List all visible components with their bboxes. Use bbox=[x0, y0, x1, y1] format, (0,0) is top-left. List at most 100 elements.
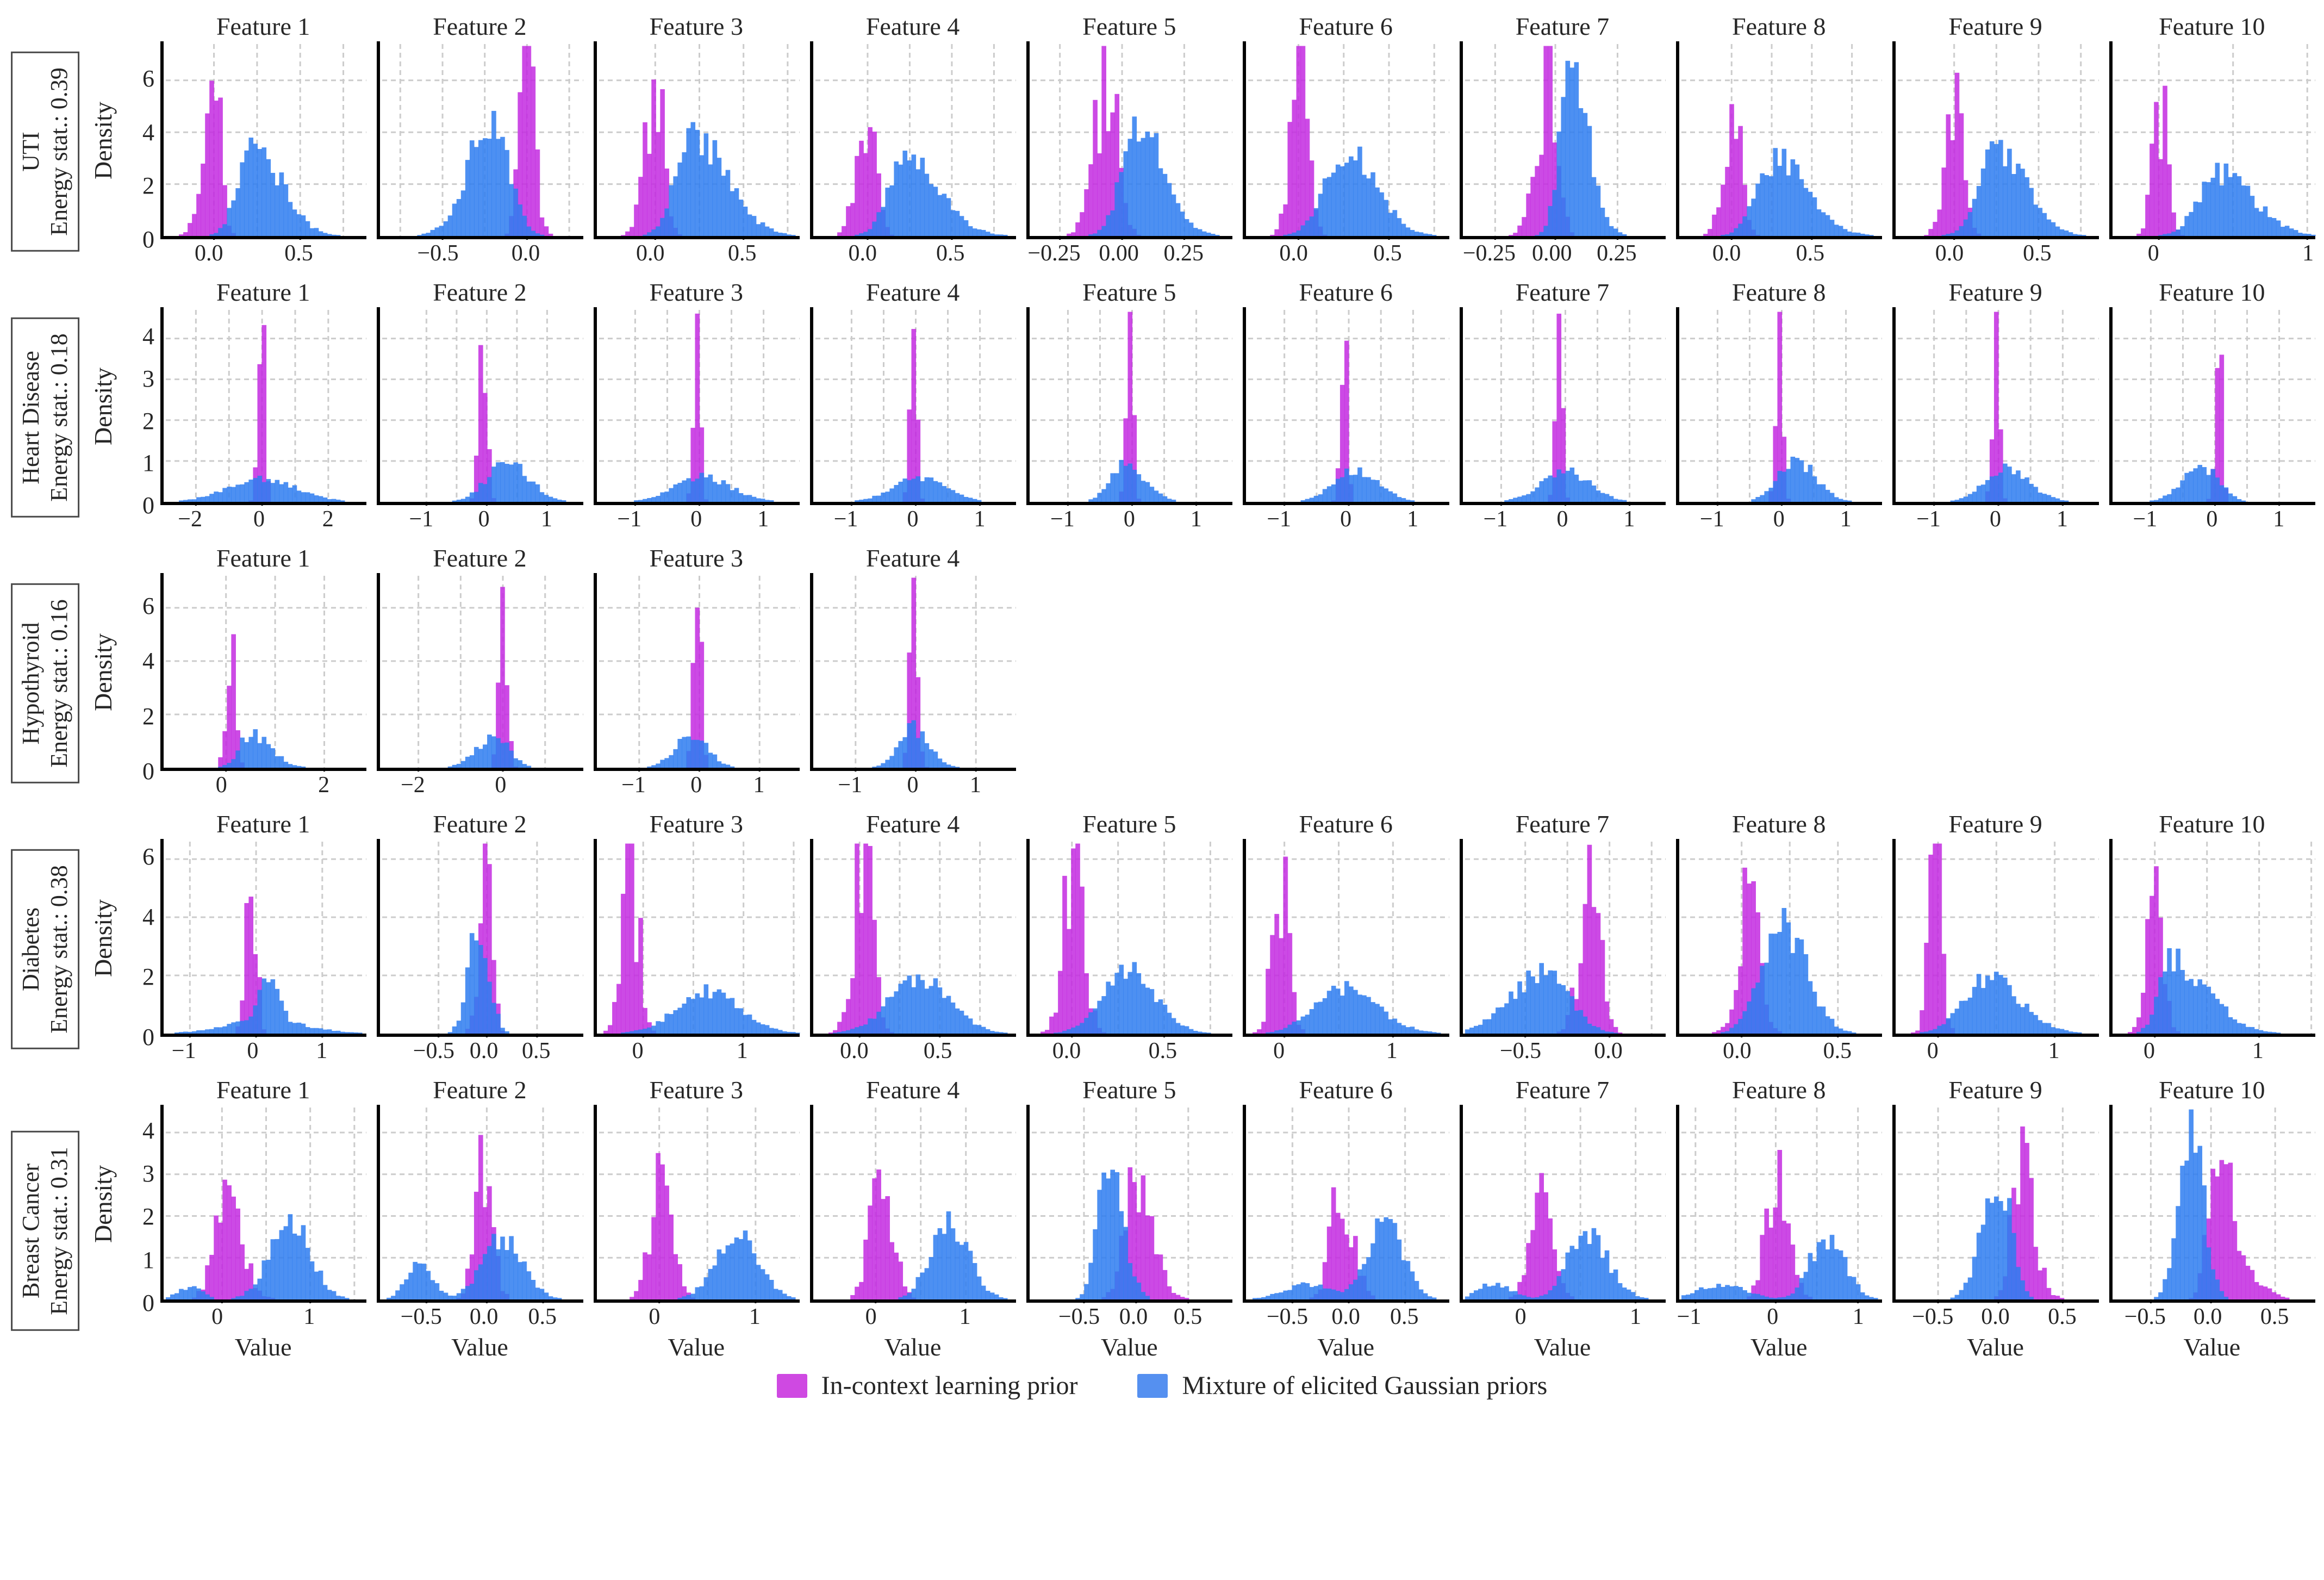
panel-title: Feature 2 bbox=[433, 278, 527, 306]
x-tick-label: 0 bbox=[907, 507, 919, 532]
x-tick-label: 0.5 bbox=[728, 241, 757, 266]
x-tick-label: 0.5 bbox=[1373, 241, 1402, 266]
panel-title: Feature 8 bbox=[1732, 13, 1826, 40]
histogram-canvas bbox=[1241, 307, 1450, 506]
x-tick-label: 0 bbox=[211, 1304, 223, 1329]
density-axis-label: Density bbox=[89, 899, 117, 978]
x-tick-label: 0.0 bbox=[1279, 241, 1308, 266]
row-label-box: Hypothyroid Energy stat.: 0.16 bbox=[4, 544, 86, 802]
x-tick-label: 0 bbox=[907, 773, 919, 798]
x-tick-label: 0 bbox=[1990, 507, 2002, 532]
dataset-row-heart-disease: Heart Disease Energy stat.: 0.18 Density 0 1… bbox=[4, 278, 2320, 536]
plot-area bbox=[808, 573, 1018, 772]
value-axis-label: Value bbox=[1100, 1333, 1158, 1361]
x-tick-label: 0 bbox=[649, 1304, 661, 1329]
icl-color-swatch-icon bbox=[776, 1373, 807, 1398]
panel-title: Feature 1 bbox=[216, 278, 310, 306]
energy-stat: Energy stat.: 0.39 bbox=[46, 67, 72, 236]
x-tick-label: −1 bbox=[1483, 507, 1508, 532]
plot-area bbox=[1025, 1105, 1234, 1303]
x-tick-label: 0.5 bbox=[1173, 1304, 1203, 1329]
x-tick-labels: −1 0 1 bbox=[2108, 506, 2316, 536]
x-tick-label: 0 bbox=[1773, 507, 1785, 532]
panels-grid: Feature 1 0 1 Value Feature 2 −0.5 0.0 0.5 Value… bbox=[159, 1075, 2320, 1363]
plot-area bbox=[1457, 41, 1667, 240]
value-axis-label: Value bbox=[884, 1333, 942, 1361]
x-tick-label: 1 bbox=[1852, 1304, 1864, 1329]
plot-area bbox=[1457, 839, 1667, 1037]
x-tick-label: 0.5 bbox=[1823, 1038, 1852, 1063]
histogram-canvas bbox=[591, 1105, 801, 1303]
x-tick-label: 0 bbox=[247, 1038, 259, 1063]
histogram-canvas bbox=[2107, 1105, 2316, 1303]
panel-title: Feature 7 bbox=[1515, 278, 1610, 306]
y-tick-label: 6 bbox=[142, 592, 154, 619]
y-axis-label-column: Density bbox=[86, 12, 121, 270]
panel-diabetes-feature-2: Feature 2 −0.5 0.0 0.5 bbox=[375, 810, 584, 1068]
x-tick-label: −2 bbox=[401, 773, 425, 798]
panels-grid: Feature 1 0.0 0.5 Feature 2 −0.5 0.0 Feature 3… bbox=[159, 12, 2320, 270]
x-tick-labels: −1 0 1 bbox=[808, 772, 1017, 802]
histogram-canvas bbox=[1891, 839, 2100, 1037]
panel-breast-cancer-feature-8: Feature 8 −1 0 1 Value bbox=[1674, 1075, 1884, 1363]
energy-stat: Energy stat.: 0.18 bbox=[46, 333, 72, 502]
row-label-box: UTI Energy stat.: 0.39 bbox=[4, 12, 86, 270]
y-tick-labels: 0 2 4 6 bbox=[121, 544, 159, 802]
y-axis-label-column: Density bbox=[86, 544, 121, 802]
x-tick-labels: −1 0 1 bbox=[592, 506, 801, 536]
panel-heart-disease-feature-7: Feature 7 −1 0 1 bbox=[1457, 278, 1667, 536]
y-tick-label: 0 bbox=[142, 492, 154, 519]
histogram-canvas bbox=[1674, 1105, 1884, 1303]
panel-diabetes-feature-7: Feature 7 −0.5 0.0 bbox=[1457, 810, 1667, 1068]
x-tick-labels: −1 0 1 bbox=[1891, 506, 2099, 536]
plot-area bbox=[2107, 307, 2316, 506]
x-tick-label: 1 bbox=[1840, 507, 1852, 532]
plot-area bbox=[1891, 839, 2100, 1037]
histogram-canvas bbox=[1457, 41, 1667, 240]
panel-breast-cancer-feature-2: Feature 2 −0.5 0.0 0.5 Value bbox=[375, 1075, 584, 1363]
panel-breast-cancer-feature-3: Feature 3 0 1 Value bbox=[591, 1075, 801, 1363]
histogram-canvas bbox=[1241, 839, 1450, 1037]
x-tick-label: 0 bbox=[2144, 1038, 2155, 1063]
panel-title: Feature 9 bbox=[1948, 13, 2042, 40]
plot-area bbox=[1674, 839, 1884, 1037]
x-tick-label: 0.00 bbox=[1099, 241, 1139, 266]
histogram-canvas bbox=[1025, 307, 1234, 506]
plot-area bbox=[591, 307, 801, 506]
panel-breast-cancer-feature-5: Feature 5 −0.5 0.0 0.5 Value bbox=[1025, 1075, 1234, 1363]
x-tick-label: 0 bbox=[215, 773, 227, 798]
x-tick-labels: −0.5 0.0 0.5 bbox=[375, 1037, 584, 1068]
x-tick-label: 1 bbox=[969, 773, 981, 798]
panel-title: Feature 9 bbox=[1948, 810, 2042, 838]
plot-area bbox=[1674, 307, 1884, 506]
x-tick-labels: −1 0 1 bbox=[375, 506, 584, 536]
energy-stat: Energy stat.: 0.16 bbox=[46, 599, 72, 768]
x-tick-label: 0.5 bbox=[2023, 241, 2052, 266]
histogram-canvas bbox=[1674, 839, 1884, 1037]
panel-hypothyroid-feature-4: Feature 4 −1 0 1 bbox=[808, 544, 1018, 802]
panel-diabetes-feature-5: Feature 5 0.0 0.5 bbox=[1025, 810, 1234, 1068]
panel-title: Feature 1 bbox=[216, 544, 310, 572]
x-tick-labels: −0.5 0.0 bbox=[1458, 1037, 1667, 1068]
panel-heart-disease-feature-1: Feature 1 −2 0 2 bbox=[159, 278, 368, 536]
y-tick-label: 2 bbox=[142, 702, 154, 730]
panel-heart-disease-feature-2: Feature 2 −1 0 1 bbox=[375, 278, 584, 536]
panel-title: Feature 2 bbox=[433, 1076, 527, 1104]
value-axis-label: Value bbox=[1317, 1333, 1375, 1361]
x-tick-label: 1 bbox=[2048, 1038, 2060, 1063]
value-axis-label: Value bbox=[1750, 1333, 1808, 1361]
x-tick-label: 0 bbox=[495, 773, 507, 798]
x-tick-label: 0 bbox=[1273, 1038, 1285, 1063]
y-tick-label: 3 bbox=[142, 1160, 154, 1187]
histogram-canvas bbox=[375, 41, 584, 240]
energy-stat: Energy stat.: 0.38 bbox=[46, 864, 72, 1034]
plot-area bbox=[375, 573, 584, 772]
x-tick-label: 1 bbox=[974, 507, 986, 532]
panel-title: Feature 8 bbox=[1732, 810, 1826, 838]
dataset-name: Diabetes bbox=[17, 907, 45, 991]
histogram-canvas bbox=[159, 41, 368, 240]
panel-empty bbox=[1674, 544, 1883, 802]
panels-grid: Feature 1 −2 0 2 Feature 2 −1 0 1 Feature 3 −1 0 1 F… bbox=[159, 278, 2320, 536]
